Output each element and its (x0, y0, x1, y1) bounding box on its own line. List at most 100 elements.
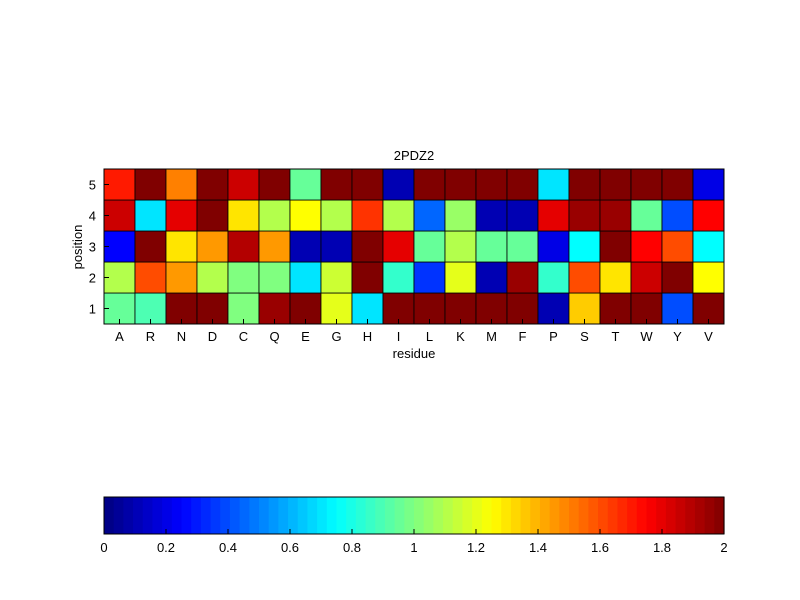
x-tick-label: M (486, 329, 497, 344)
colorbar-swatch (123, 497, 134, 534)
heatmap-cell-T-5 (599, 168, 632, 201)
colorbar-swatch (355, 497, 367, 534)
heatmap-cell-L-3 (413, 230, 446, 263)
colorbar-swatch (452, 497, 464, 534)
heatmap-cell-D-4 (196, 199, 229, 232)
x-tick-label: Q (269, 329, 279, 344)
x-tick-label: F (519, 329, 527, 344)
colorbar-swatch (162, 497, 173, 534)
heatmap-cell-F-2 (506, 261, 539, 294)
x-tick-label: P (549, 329, 558, 344)
colorbar-swatch (481, 497, 493, 534)
colorbar-swatch (704, 497, 715, 534)
heatmap-cell-E-5 (289, 168, 322, 201)
colorbar-swatch (249, 497, 260, 534)
heatmap-cell-Q-4 (258, 199, 291, 232)
colorbar-swatch (317, 497, 328, 534)
heatmap-cell-K-5 (444, 168, 477, 201)
colorbar-swatch (520, 497, 531, 534)
heatmap-cell-T-4 (599, 199, 632, 232)
heatmap-cell-Q-1 (258, 292, 291, 325)
heatmap-cell-R-1 (134, 292, 167, 325)
heatmap-cell-S-2 (568, 261, 601, 294)
colorbar-swatch (559, 497, 570, 534)
colorbar-swatch (588, 497, 599, 534)
colorbar-swatch (665, 497, 677, 534)
colorbar-swatch (569, 497, 580, 534)
colorbar-swatch (578, 497, 589, 534)
colorbar-swatch (627, 497, 638, 534)
colorbar-swatch (142, 497, 154, 534)
heatmap-cell-Y-4 (661, 199, 694, 232)
heatmap-cell-H-5 (351, 168, 384, 201)
heatmap-cell-F-5 (506, 168, 539, 201)
colorbar-swatch (259, 497, 270, 534)
colorbar-swatch (104, 497, 115, 534)
heatmap-cell-V-3 (692, 230, 725, 263)
colorbar-swatch (617, 497, 628, 534)
x-tick-label: K (456, 329, 465, 344)
x-tick-label: I (397, 329, 401, 344)
colorbar-swatch (501, 497, 512, 534)
heatmap-cell-S-4 (568, 199, 601, 232)
colorbar-swatch (297, 497, 309, 534)
heatmap-cell-W-5 (630, 168, 663, 201)
colorbar-tick-label: 1.2 (467, 540, 485, 555)
heatmap-cell-Y-5 (661, 168, 694, 201)
heatmap-cell-P-5 (537, 168, 570, 201)
colorbar-swatch (113, 497, 124, 534)
colorbar (104, 497, 725, 534)
colorbar-swatch (423, 497, 434, 534)
heatmap-cell-H-3 (351, 230, 384, 263)
heatmap-cell-K-1 (444, 292, 477, 325)
colorbar-swatch (171, 497, 183, 534)
colorbar-swatch (307, 497, 318, 534)
colorbar-swatch (239, 497, 250, 534)
heatmap-cell-M-4 (475, 199, 508, 232)
heatmap-cell-C-4 (227, 199, 260, 232)
heatmap-cell-Q-5 (258, 168, 291, 201)
x-tick-label: E (301, 329, 310, 344)
x-tick-label: T (612, 329, 620, 344)
heatmap-cell-D-3 (196, 230, 229, 263)
heatmap-cell-Q-3 (258, 230, 291, 263)
heatmap-cell-G-3 (320, 230, 353, 263)
colorbar-swatch (414, 497, 425, 534)
colorbar-swatch (268, 497, 279, 534)
heatmap-cell-L-2 (413, 261, 446, 294)
heatmap-cell-K-3 (444, 230, 477, 263)
heatmap-cell-K-2 (444, 261, 477, 294)
heatmap-cell-N-2 (165, 261, 198, 294)
y-tick-label: 1 (89, 302, 96, 317)
heatmap-cell-R-4 (134, 199, 167, 232)
heatmap-cell-W-3 (630, 230, 663, 263)
chart-title: 2PDZ2 (394, 148, 434, 163)
heatmap-cell-N-5 (165, 168, 198, 201)
colorbar-tick-label: 1.6 (591, 540, 609, 555)
heatmap-cell-T-1 (599, 292, 632, 325)
x-tick-label: D (208, 329, 217, 344)
x-tick-label: S (580, 329, 589, 344)
heatmap-cell-L-4 (413, 199, 446, 232)
colorbar-swatch (200, 497, 212, 534)
colorbar-swatch (646, 497, 657, 534)
colorbar-swatch (326, 497, 338, 534)
x-axis-label: residue (393, 346, 436, 361)
heatmap-cell-E-4 (289, 199, 322, 232)
heatmap-cell-I-5 (382, 168, 415, 201)
heatmap-cell-W-1 (630, 292, 663, 325)
colorbar-swatch (229, 497, 241, 534)
heatmap-cell-G-1 (320, 292, 353, 325)
heatmap-cell-Y-2 (661, 261, 694, 294)
colorbar-tick-label: 1 (410, 540, 417, 555)
heatmap-cell-Q-2 (258, 261, 291, 294)
colorbar-swatch (462, 497, 473, 534)
colorbar-swatch (510, 497, 522, 534)
heatmap-cell-P-2 (537, 261, 570, 294)
y-axis-label: position (70, 225, 85, 270)
colorbar-swatch (694, 497, 706, 534)
y-tick-label: 5 (89, 178, 96, 193)
heatmap-cell-L-5 (413, 168, 446, 201)
